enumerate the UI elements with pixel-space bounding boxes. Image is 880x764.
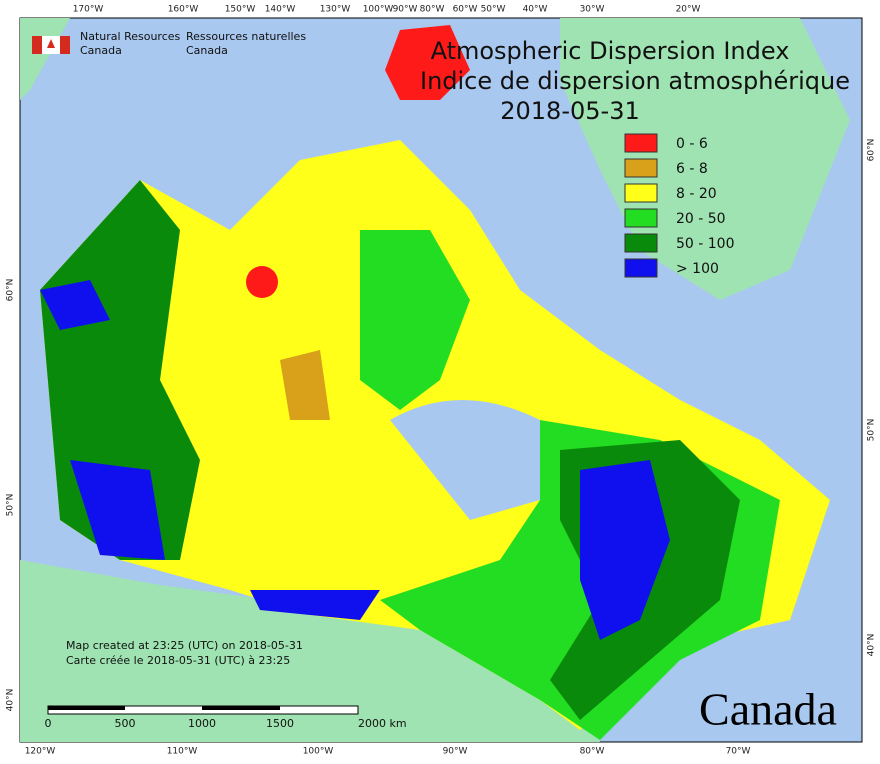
graticule-label: 100°W	[303, 747, 334, 757]
zone-red	[385, 25, 470, 100]
title: Indice de dispersion atmosphérique	[420, 67, 850, 95]
graticule-label: 80°W	[420, 5, 445, 15]
graticule-label: 130°W	[320, 5, 351, 15]
credit: Canada	[80, 44, 122, 57]
graticule-label: 60°N	[6, 279, 16, 302]
legend-swatch	[624, 258, 658, 278]
graticule-label: 50°N	[6, 494, 16, 517]
zone-blue	[580, 460, 670, 640]
graticule-label: 40°N	[867, 634, 877, 657]
flag	[47, 39, 55, 48]
graticule-label: 60°W	[453, 5, 478, 15]
legend-label: 6 - 8	[676, 161, 708, 177]
scale-label: 0	[45, 717, 52, 730]
graticule-label: 90°W	[393, 5, 418, 15]
flag	[32, 36, 42, 54]
wordmark: Canada	[699, 684, 837, 735]
graticule-label: 60°N	[867, 139, 877, 162]
zone-blue	[250, 590, 380, 620]
legend-label: > 100	[676, 261, 719, 277]
credit: Ressources naturelles	[186, 30, 306, 43]
graticule-label: 120°W	[25, 747, 56, 757]
graticule-label: 30°W	[580, 5, 605, 15]
credit: Natural Resources	[80, 30, 181, 43]
legend-swatch	[624, 133, 658, 153]
graticule-label: 150°W	[225, 5, 256, 15]
scale-label: 500	[115, 717, 136, 730]
zone-orange	[280, 350, 330, 420]
date: 2018-05-31	[500, 97, 639, 125]
graticule-label: 40°W	[523, 5, 548, 15]
us-land	[20, 560, 600, 742]
legend-label: 0 - 6	[676, 136, 708, 152]
title: Atmospheric Dispersion Index	[431, 37, 790, 65]
graticule-label: 170°W	[73, 5, 104, 15]
legend-label: 8 - 20	[676, 186, 717, 202]
zone-blue	[40, 280, 110, 330]
legend-swatch	[624, 183, 658, 203]
scale-label: 1000	[188, 717, 216, 730]
hudson-bay	[390, 400, 540, 520]
graticule-label: 160°W	[168, 5, 199, 15]
scale-segment	[48, 706, 125, 710]
greenland	[560, 18, 850, 300]
graticule-label: 70°W	[726, 747, 751, 757]
graticule-label: 20°W	[676, 5, 701, 15]
legend-swatch	[624, 158, 658, 178]
graticule-label: 50°W	[481, 5, 506, 15]
legend-swatch	[624, 233, 658, 253]
graticule-label: 110°W	[167, 747, 198, 757]
graticule-label: 90°W	[443, 747, 468, 757]
graticule-label: 140°W	[265, 5, 296, 15]
zone-blue	[70, 460, 165, 560]
scale-label: 2000 km	[358, 717, 407, 730]
credit: Canada	[186, 44, 228, 57]
footer: Carte créée le 2018-05-31 (UTC) à 23:25	[66, 654, 290, 667]
graticule-label: 80°W	[580, 747, 605, 757]
flag	[60, 36, 70, 54]
zone-red	[246, 266, 278, 298]
graticule-label: 100°W	[363, 5, 394, 15]
scale-segment	[202, 706, 280, 710]
graticule-label: 40°N	[6, 689, 16, 712]
legend-label: 20 - 50	[676, 211, 726, 227]
graticule-label: 50°N	[867, 419, 877, 442]
footer: Map created at 23:25 (UTC) on 2018-05-31	[66, 639, 303, 652]
scale-label: 1500	[266, 717, 294, 730]
legend-label: 50 - 100	[676, 236, 735, 252]
legend-swatch	[624, 208, 658, 228]
zone-green	[360, 230, 470, 410]
